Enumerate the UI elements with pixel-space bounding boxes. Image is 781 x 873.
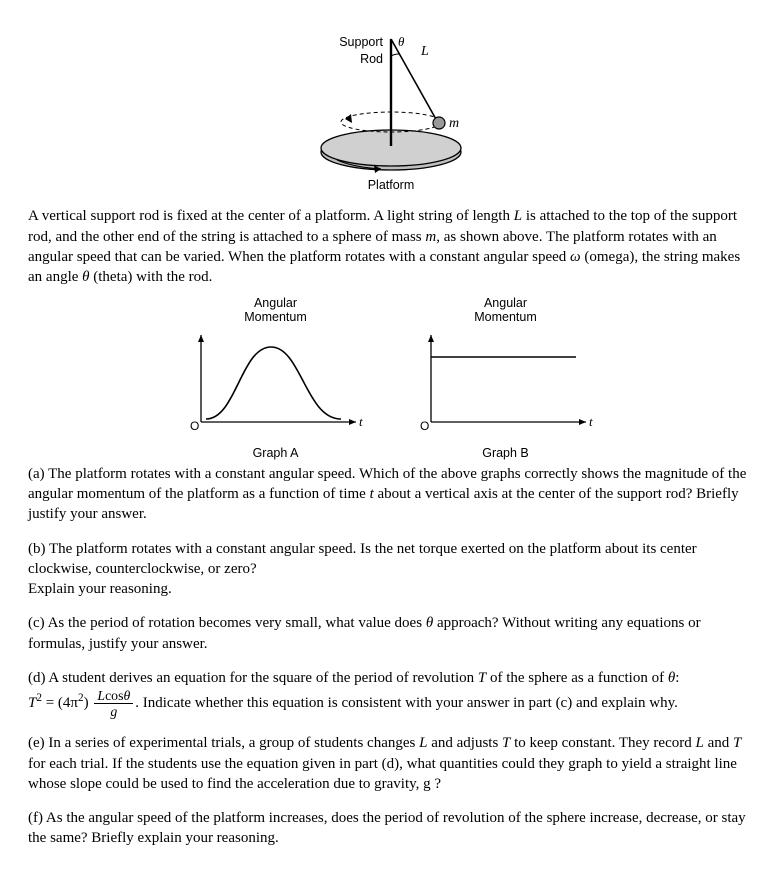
question-e: (e) In a series of experimental trials, … xyxy=(28,733,753,794)
apparatus-diagram: Support Rod θ L m Platform xyxy=(28,24,753,200)
support-rod-label: Support Rod xyxy=(323,34,383,64)
graph-b-origin: O xyxy=(420,419,429,433)
question-f: (f) As the angular speed of the platform… xyxy=(28,808,753,849)
graphs-container: Angular Momentum O t Graph A Angular Mom… xyxy=(28,297,753,462)
graph-b-yaxis-label: Angular Momentum xyxy=(411,297,601,325)
intro-paragraph: A vertical support rod is fixed at the c… xyxy=(28,206,753,287)
L-label: L xyxy=(420,44,429,59)
graph-b-svg: O t xyxy=(411,327,601,437)
graph-b-block: Angular Momentum O t Graph B xyxy=(411,297,601,462)
graph-b-xlabel: t xyxy=(589,414,593,429)
graph-b-caption: Graph B xyxy=(411,445,601,462)
theta-label: θ xyxy=(398,34,405,49)
graph-a-svg: O t xyxy=(181,327,371,437)
graph-a-caption: Graph A xyxy=(181,445,371,462)
question-d: (d) A student derives an equation for th… xyxy=(28,668,753,720)
m-label: m xyxy=(449,116,459,131)
graph-a-xlabel: t xyxy=(359,414,363,429)
question-c: (c) As the period of rotation becomes ve… xyxy=(28,613,753,654)
graph-a-origin: O xyxy=(190,419,199,433)
graph-a-yaxis-label: Angular Momentum xyxy=(181,297,371,325)
apparatus-svg: Support Rod θ L m Platform xyxy=(261,24,521,194)
platform-label: Platform xyxy=(367,178,414,192)
question-b: (b) The platform rotates with a constant… xyxy=(28,539,753,600)
question-a: (a) The platform rotates with a constant… xyxy=(28,464,753,525)
graph-a-block: Angular Momentum O t Graph A xyxy=(181,297,371,462)
